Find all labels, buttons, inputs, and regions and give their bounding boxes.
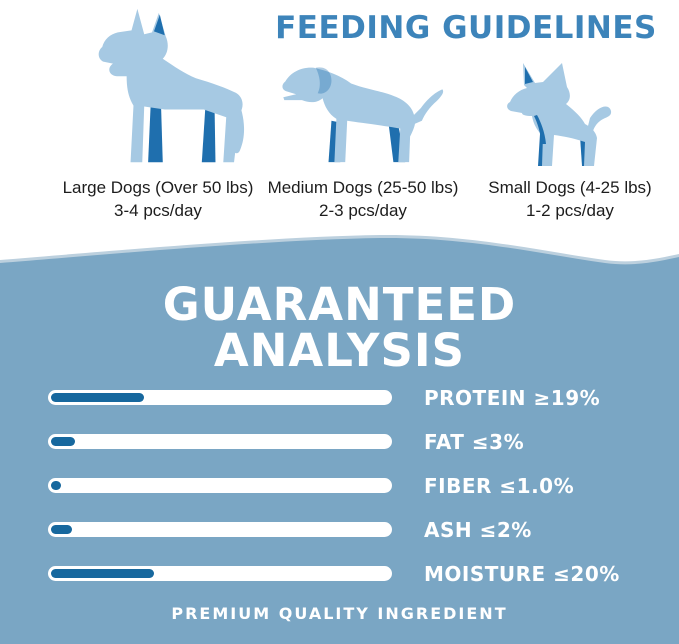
analysis-row-ash: ASH ≤2% xyxy=(0,518,679,544)
feeding-group-medium-amount: 2-3 pcs/day xyxy=(319,201,407,220)
feeding-group-small: Small Dogs (4-25 lbs) 1-2 pcs/day xyxy=(468,176,672,222)
feeding-group-large-amount: 3-4 pcs/day xyxy=(114,201,202,220)
analysis-row-fiber: FIBER ≤1.0% xyxy=(0,474,679,500)
analysis-row-protein: PROTEIN ≥19% xyxy=(0,386,679,412)
ash-label: ASH ≤2% xyxy=(424,518,532,542)
feeding-group-small-amount: 1-2 pcs/day xyxy=(526,201,614,220)
guaranteed-analysis-title-line2: ANALYSIS xyxy=(213,324,466,377)
guaranteed-analysis-title-line1: GUARANTEED xyxy=(162,278,517,331)
wave-divider xyxy=(0,234,679,272)
feeding-group-medium-label: Medium Dogs (25-50 lbs) xyxy=(267,178,459,197)
feeding-group-large: Large Dogs (Over 50 lbs) 3-4 pcs/day xyxy=(36,176,280,222)
medium-dog-icon xyxy=(282,67,444,163)
fiber-bar-fill xyxy=(51,481,62,490)
feeding-group-medium: Medium Dogs (25-50 lbs) 2-3 pcs/day xyxy=(251,176,475,222)
analysis-row-fat: FAT ≤3% xyxy=(0,430,679,456)
moisture-label: MOISTURE ≤20% xyxy=(424,562,620,586)
protein-label: PROTEIN ≥19% xyxy=(424,386,601,410)
fiber-label: FIBER ≤1.0% xyxy=(424,474,575,498)
protein-bar-fill xyxy=(51,393,144,402)
premium-quality-footer: PREMIUM QUALITY INGREDIENT xyxy=(171,604,508,623)
large-dog-icon xyxy=(98,8,245,163)
feeding-group-small-label: Small Dogs (4-25 lbs) xyxy=(488,178,652,197)
fat-bar-fill xyxy=(51,437,76,446)
feeding-guidelines-title: FEEDING GUIDELINES xyxy=(275,10,657,46)
moisture-bar-fill xyxy=(51,569,155,578)
small-dog-icon xyxy=(507,63,612,166)
ash-bar-track xyxy=(48,522,392,537)
fat-bar-track xyxy=(48,434,392,449)
protein-bar-track xyxy=(48,390,392,405)
fat-label: FAT ≤3% xyxy=(424,430,525,454)
fiber-bar-track xyxy=(48,478,392,493)
feeding-group-large-label: Large Dogs (Over 50 lbs) xyxy=(62,178,254,197)
ash-bar-fill xyxy=(51,525,72,534)
analysis-row-moisture: MOISTURE ≤20% xyxy=(0,562,679,588)
moisture-bar-track xyxy=(48,566,392,581)
analysis-section-background xyxy=(0,270,679,644)
